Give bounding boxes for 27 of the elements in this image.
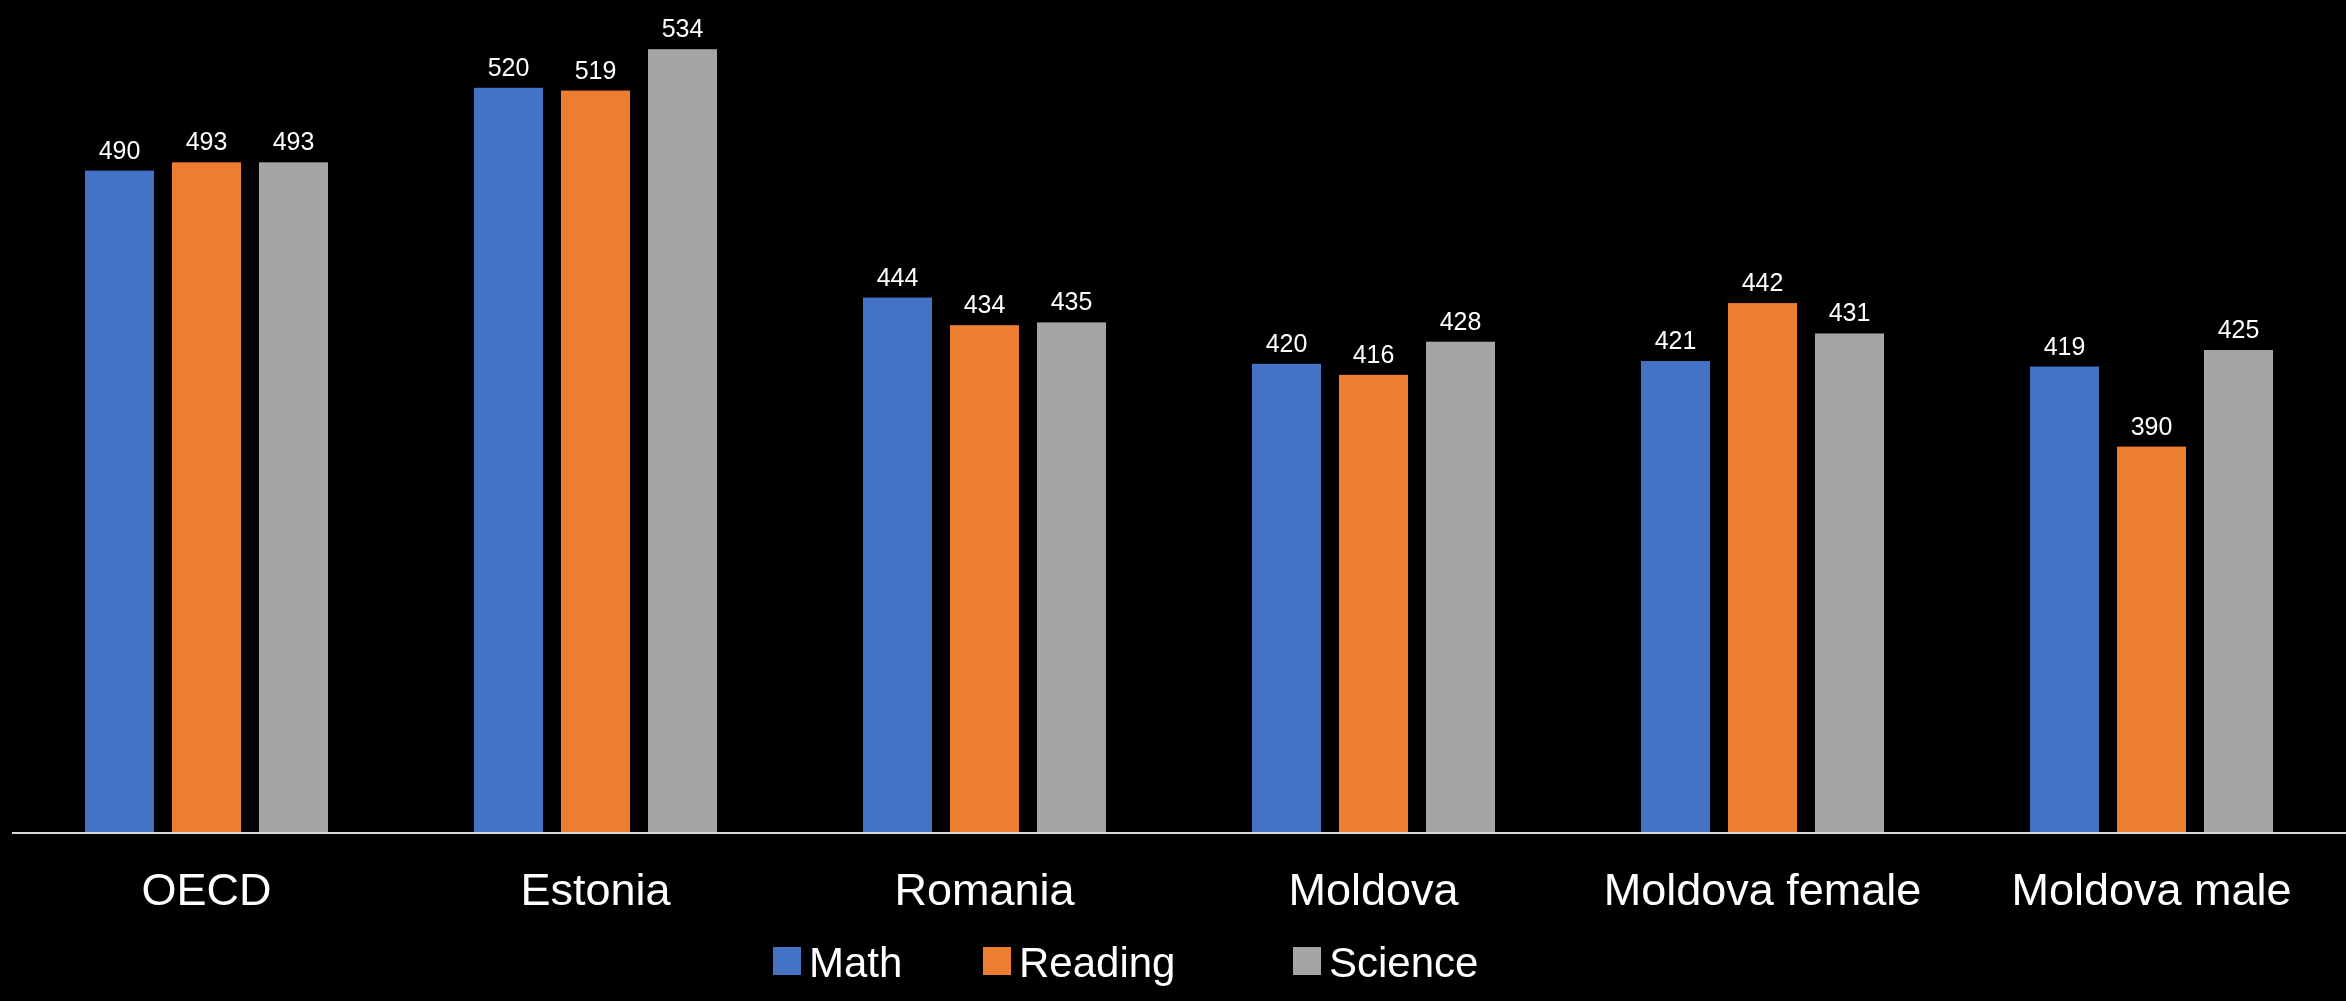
data-label: 421	[1654, 326, 1697, 355]
legend-label: Math	[809, 939, 903, 986]
data-label: 493	[185, 127, 228, 156]
data-label: 519	[574, 55, 617, 84]
x-tick-label: OECD	[141, 864, 272, 915]
data-label: 420	[1265, 328, 1308, 357]
data-label: 434	[963, 290, 1006, 319]
data-label: 431	[1828, 298, 1871, 327]
legend-label: Reading	[1019, 939, 1176, 986]
data-label: 390	[2130, 411, 2173, 440]
data-label: 534	[661, 14, 704, 43]
x-tick-label: Moldova	[1288, 864, 1460, 915]
data-label: 493	[272, 127, 315, 156]
x-tick-label: Moldova male	[2011, 864, 2292, 915]
data-label: 419	[2043, 331, 2086, 360]
data-label: 444	[876, 262, 919, 291]
data-label: 416	[1352, 339, 1395, 368]
x-tick-label: Estonia	[520, 864, 672, 915]
data-label: 520	[487, 52, 530, 81]
data-label: 435	[1050, 287, 1093, 316]
x-tick-label: Romania	[894, 864, 1076, 915]
data-label: 490	[98, 135, 141, 164]
data-label: 428	[1439, 306, 1482, 335]
x-tick-label: Moldova female	[1603, 864, 1922, 915]
legend-label: Science	[1329, 939, 1479, 986]
data-label: 442	[1741, 268, 1784, 297]
data-label: 425	[2217, 315, 2260, 343]
